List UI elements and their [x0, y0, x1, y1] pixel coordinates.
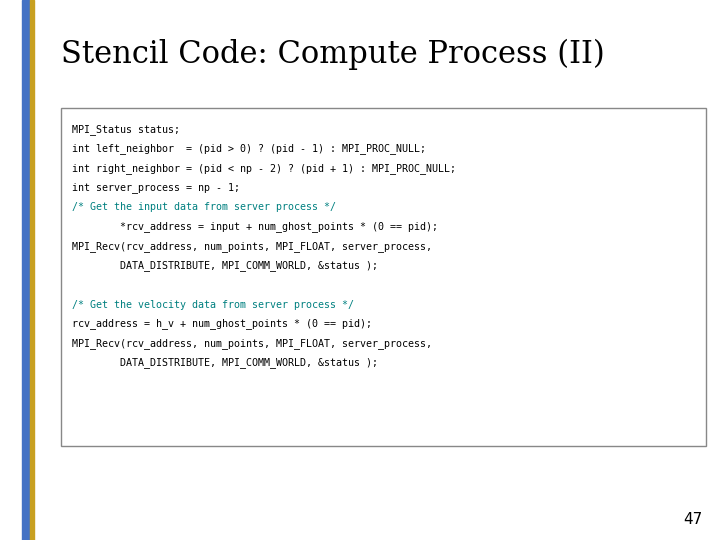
- FancyBboxPatch shape: [61, 108, 706, 446]
- Text: MPI_Recv(rcv_address, num_points, MPI_FLOAT, server_process,: MPI_Recv(rcv_address, num_points, MPI_FL…: [72, 338, 432, 349]
- Text: /* Get the input data from server process */: /* Get the input data from server proces…: [72, 202, 336, 212]
- Text: 47: 47: [683, 511, 702, 526]
- Text: Stencil Code: Compute Process (II): Stencil Code: Compute Process (II): [61, 39, 605, 70]
- Text: MPI_Status status;: MPI_Status status;: [72, 124, 180, 135]
- Text: int right_neighbor = (pid < np - 2) ? (pid + 1) : MPI_PROC_NULL;: int right_neighbor = (pid < np - 2) ? (p…: [72, 163, 456, 174]
- Bar: [30, 0, 34, 540]
- Text: DATA_DISTRIBUTE, MPI_COMM_WORLD, &status );: DATA_DISTRIBUTE, MPI_COMM_WORLD, &status…: [72, 260, 378, 271]
- Text: int left_neighbor  = (pid > 0) ? (pid - 1) : MPI_PROC_NULL;: int left_neighbor = (pid > 0) ? (pid - 1…: [72, 144, 426, 154]
- Text: /* Get the velocity data from server process */: /* Get the velocity data from server pro…: [72, 300, 354, 309]
- Text: MPI_Recv(rcv_address, num_points, MPI_FLOAT, server_process,: MPI_Recv(rcv_address, num_points, MPI_FL…: [72, 241, 432, 252]
- Text: *rcv_address = input + num_ghost_points * (0 == pid);: *rcv_address = input + num_ghost_points …: [72, 221, 438, 232]
- Text: int server_process = np - 1;: int server_process = np - 1;: [72, 183, 240, 193]
- Text: DATA_DISTRIBUTE, MPI_COMM_WORLD, &status );: DATA_DISTRIBUTE, MPI_COMM_WORLD, &status…: [72, 357, 378, 368]
- Bar: [22, 0, 29, 540]
- Text: rcv_address = h_v + num_ghost_points * (0 == pid);: rcv_address = h_v + num_ghost_points * (…: [72, 319, 372, 329]
